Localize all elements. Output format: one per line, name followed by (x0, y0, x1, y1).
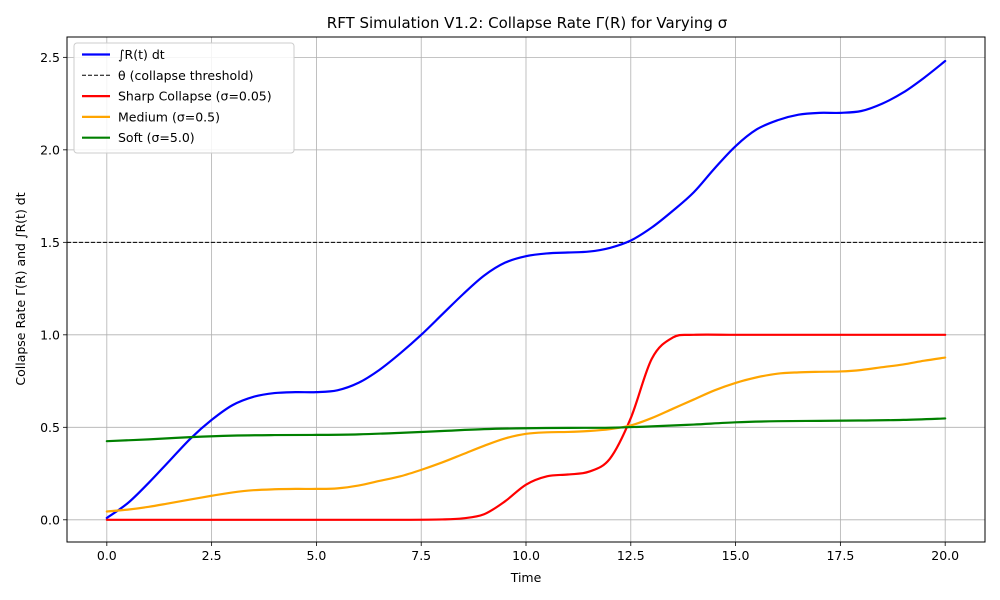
legend-label: Medium (σ=0.5) (118, 109, 220, 124)
chart-title: RFT Simulation V1.2: Collapse Rate Γ(R) … (327, 14, 728, 32)
x-tick-label: 5.0 (306, 548, 326, 563)
y-tick-label: 2.5 (40, 50, 60, 65)
medium-series-line (105, 356, 947, 513)
x-tick-label: 2.5 (202, 548, 222, 563)
legend-box (73, 42, 295, 154)
x-tick-label: 10.0 (512, 548, 540, 563)
x-tick-label: 20.0 (931, 548, 959, 563)
y-tick-label: 0.5 (40, 420, 60, 435)
legend-label: θ (collapse threshold) (118, 68, 253, 83)
soft-series-line (105, 417, 947, 443)
legend-label: Soft (σ=5.0) (118, 130, 195, 145)
y-tick-label: 2.0 (40, 142, 60, 157)
legend-label: ∫R(t) dt (118, 47, 165, 62)
legend-label: Sharp Collapse (σ=0.05) (118, 89, 272, 104)
series-lines (105, 59, 947, 521)
x-tick-label: 17.5 (826, 548, 854, 563)
y-tick-label: 1.5 (40, 235, 60, 250)
y-tick-label: 1.0 (40, 327, 60, 342)
y-axis-label: Collapse Rate Γ(R) and ∫R(t) dt (13, 192, 28, 385)
x-tick-label: 0.0 (97, 548, 117, 563)
x-axis-ticks: 0.0 2.5 5.0 7.5 10.0 12.5 15.0 17.5 20.0 (97, 542, 959, 563)
x-tick-label: 12.5 (617, 548, 645, 563)
integral-series-line (105, 59, 947, 520)
legend: ∫R(t) dt θ (collapse threshold) Sharp Coll… (73, 42, 295, 154)
x-tick-label: 15.0 (722, 548, 750, 563)
y-tick-label: 0.0 (40, 512, 60, 527)
sharp-collapse-series-line (105, 333, 947, 521)
x-axis-label: Time (510, 570, 542, 585)
y-axis-ticks: 0.0 0.5 1.0 1.5 2.0 2.5 (40, 50, 67, 527)
x-tick-label: 7.5 (411, 548, 431, 563)
